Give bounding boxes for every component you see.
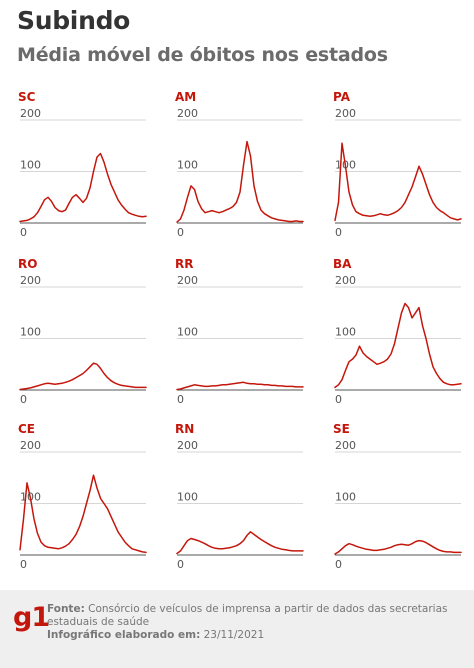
series-line (334, 142, 462, 222)
state-label: PA (333, 90, 350, 104)
y-tick-label: 100 (335, 326, 356, 339)
y-tick-label: 0 (335, 226, 342, 239)
series-line (176, 381, 304, 391)
chart-am: AM 0 100 200 (175, 90, 315, 240)
g1-logo: g1 (13, 602, 50, 633)
chart-ce: CE 0 100 200 (18, 422, 158, 572)
footer-bar (0, 590, 474, 668)
state-label: RR (175, 257, 194, 271)
state-label: SC (18, 90, 36, 104)
footer-text: Fonte: Consórcio de veículos de imprensa… (47, 603, 462, 642)
y-tick-label: 200 (335, 107, 356, 120)
source-text: Consórcio de veículos de imprensa a part… (47, 603, 448, 628)
series-line (19, 474, 147, 554)
state-label: AM (175, 90, 197, 104)
source-label: Fonte: (47, 603, 85, 615)
y-tick-label: 0 (20, 393, 27, 406)
series-line (176, 531, 304, 555)
y-tick-label: 100 (177, 326, 198, 339)
chart-svg: 0 100 200 (19, 107, 147, 239)
chart-svg: 0 100 200 (19, 274, 147, 406)
y-tick-label: 100 (20, 159, 41, 172)
series-line (334, 539, 462, 555)
y-tick-label: 200 (177, 107, 198, 120)
made-date: 23/11/2021 (203, 629, 265, 641)
y-tick-label: 100 (177, 159, 198, 172)
y-tick-label: 0 (335, 393, 342, 406)
page-title: Subindo (17, 6, 131, 35)
state-label: CE (18, 422, 36, 436)
y-tick-label: 0 (335, 558, 342, 571)
chart-rr: RR 0 100 200 (175, 257, 315, 407)
chart-svg: 0 100 200 (176, 439, 304, 571)
y-tick-label: 200 (335, 439, 356, 452)
y-tick-label: 0 (20, 558, 27, 571)
y-tick-label: 0 (177, 226, 184, 239)
y-tick-label: 200 (20, 439, 41, 452)
y-tick-label: 100 (335, 491, 356, 504)
chart-ro: RO 0 100 200 (18, 257, 158, 407)
chart-svg: 0 100 200 (176, 274, 304, 406)
y-tick-label: 200 (20, 107, 41, 120)
y-tick-label: 0 (177, 558, 184, 571)
y-tick-label: 0 (177, 393, 184, 406)
y-tick-label: 0 (20, 226, 27, 239)
y-tick-label: 200 (177, 439, 198, 452)
series-line (334, 302, 462, 389)
state-label: BA (333, 257, 352, 271)
made-label: Infográfico elaborado em: (47, 629, 201, 641)
state-label: SE (333, 422, 350, 436)
state-label: RN (175, 422, 195, 436)
chart-rn: RN 0 100 200 (175, 422, 315, 572)
series-line (176, 140, 304, 223)
chart-ba: BA 0 100 200 (333, 257, 473, 407)
y-tick-label: 200 (177, 274, 198, 287)
chart-svg: 0 100 200 (334, 274, 462, 406)
series-line (19, 152, 147, 223)
chart-svg: 0 100 200 (176, 107, 304, 239)
chart-sc: SC 0 100 200 (18, 90, 158, 240)
y-tick-label: 100 (177, 491, 198, 504)
y-tick-label: 200 (20, 274, 41, 287)
page-subtitle: Média móvel de óbitos nos estados (17, 44, 388, 66)
chart-pa: PA 0 100 200 (333, 90, 473, 240)
series-line (19, 362, 147, 391)
chart-se: SE 0 100 200 (333, 422, 473, 572)
chart-svg: 0 100 200 (334, 439, 462, 571)
y-tick-label: 100 (20, 326, 41, 339)
state-label: RO (18, 257, 38, 271)
y-tick-label: 200 (335, 274, 356, 287)
